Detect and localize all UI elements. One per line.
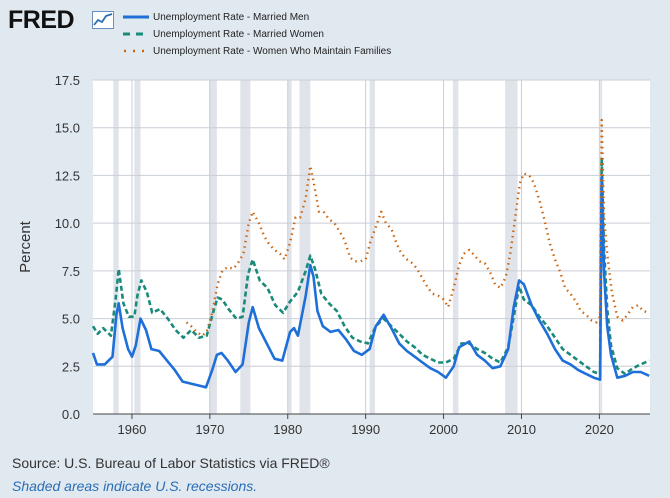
fred-logo[interactable]: FRED (8, 6, 75, 34)
x-tick-label: 1990 (351, 422, 380, 437)
legend-label: Unemployment Rate - Married Men (153, 11, 310, 23)
legend-swatch-solid (123, 15, 149, 19)
x-tick-label: 2020 (585, 422, 614, 437)
y-tick-label: 7.5 (62, 264, 80, 279)
series-line-married-women (91, 157, 650, 376)
recession-band (369, 80, 376, 414)
axis-layer: 0.0 2.5 5.0 7.5 10.0 12.5 15.0 17.5 1960 1970 1980… (55, 73, 650, 437)
recession-band (452, 80, 459, 414)
y-tick-label: 17.5 (55, 73, 80, 88)
series-layer (91, 118, 650, 389)
x-tick-label: 1960 (117, 422, 146, 437)
x-tick-label: 1970 (195, 422, 224, 437)
y-tick-label: 15.0 (55, 121, 80, 136)
recession-note: Shaded areas indicate U.S. recessions. (12, 478, 258, 494)
legend-item-married-men: Unemployment Rate - Married Men (123, 10, 309, 24)
recession-band (209, 80, 217, 414)
y-tick-label: 2.5 (62, 359, 80, 374)
legend-swatch-dotted (124, 49, 149, 53)
recession-band (134, 80, 141, 414)
y-tick-label: 5.0 (62, 312, 80, 327)
recession-band (287, 80, 292, 414)
recession-band (299, 80, 311, 414)
legend-label: Unemployment Rate - Women Who Maintain F… (153, 45, 392, 57)
chart-header: FRED Unemployment Rate - Married Men Une… (0, 0, 670, 70)
x-tick-label: 2010 (507, 422, 536, 437)
line-graph-icon (92, 11, 114, 29)
source-note: Source: U.S. Bureau of Labor Statistics … (12, 455, 330, 471)
legend-swatch-dashed (123, 32, 149, 36)
recession-band (113, 80, 119, 414)
y-tick-label: 12.5 (55, 168, 80, 183)
y-axis-label: Percent (17, 220, 34, 273)
legend-item-women-maintain-families: Unemployment Rate - Women Who Maintain F… (123, 44, 391, 58)
x-tick-label: 1980 (273, 422, 302, 437)
legend-label: Unemployment Rate - Married Women (153, 28, 324, 40)
series-line-married-men (91, 176, 650, 389)
line-chart: 0.0 2.5 5.0 7.5 10.0 12.5 15.0 17.5 1960 1970 1980… (17, 73, 650, 437)
y-tick-label: 10.0 (55, 216, 80, 231)
x-tick-label: 2000 (429, 422, 458, 437)
y-tick-label: 0.0 (62, 407, 80, 422)
legend-item-married-women: Unemployment Rate - Married Women (123, 27, 324, 41)
